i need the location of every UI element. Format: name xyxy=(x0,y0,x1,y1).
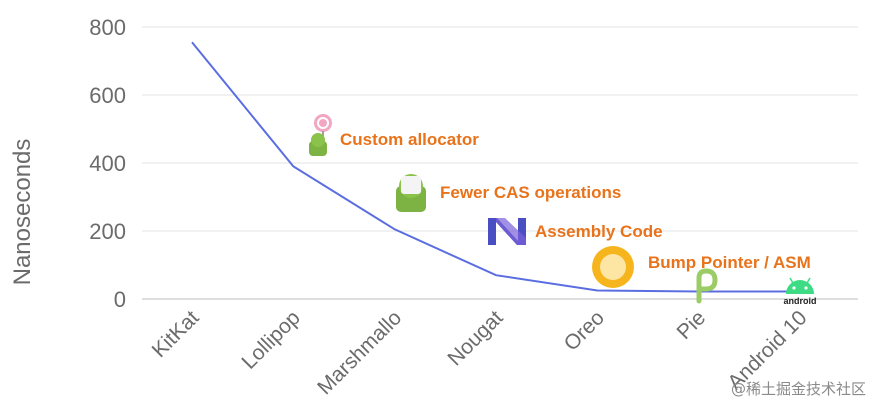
y-axis-label: Nanoseconds xyxy=(9,139,36,286)
marshmallow-icon xyxy=(396,174,426,212)
pie-icon xyxy=(696,268,718,304)
x-tick-labels: KitKat Lollipop Marshmallo Nougat Oreo Pie And… xyxy=(148,306,812,399)
annotation-label: Custom allocator xyxy=(340,130,479,149)
y-tick-label: 200 xyxy=(89,219,126,244)
x-tick-label: Pie xyxy=(672,306,710,344)
nougat-icon xyxy=(488,218,526,245)
y-tick-labels: 0 200 400 600 800 xyxy=(89,15,126,312)
y-tick-label: 600 xyxy=(89,83,126,108)
android-10-icon: android xyxy=(784,277,817,306)
y-tick-label: 0 xyxy=(114,287,126,312)
y-tick-label: 400 xyxy=(89,151,126,176)
watermark: @稀土掘金技术社区 xyxy=(731,380,866,398)
y-tick-label: 800 xyxy=(89,15,126,40)
oreo-icon xyxy=(592,246,634,288)
x-tick-label: Lollipop xyxy=(237,306,304,373)
annotation-label: Assembly Code xyxy=(535,222,663,241)
android-badge-label: android xyxy=(784,296,817,306)
annotation-label: Bump Pointer / ASM xyxy=(648,253,811,272)
annotation-label: Fewer CAS operations xyxy=(440,183,621,202)
x-tick-label: Nougat xyxy=(443,306,507,370)
x-tick-label: Marshmallo xyxy=(313,306,406,399)
x-tick-label: Oreo xyxy=(560,306,609,355)
gridlines xyxy=(142,26,858,300)
x-tick-label: KitKat xyxy=(148,306,204,362)
lollipop-icon xyxy=(309,114,332,156)
